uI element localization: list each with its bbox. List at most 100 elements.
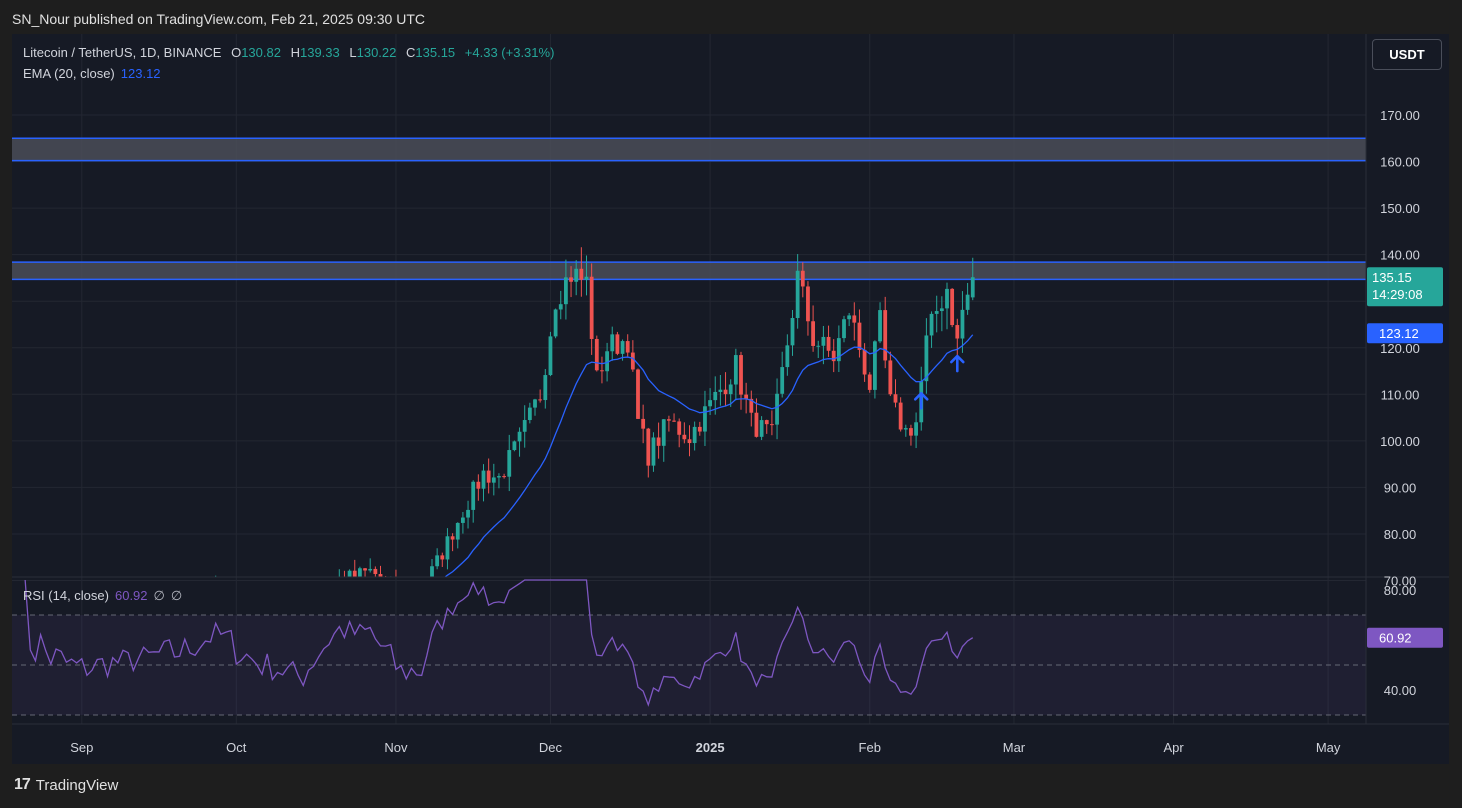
candle-body <box>620 341 625 354</box>
candle-body <box>286 603 290 607</box>
candle-body <box>898 402 903 430</box>
time-tick-label: Oct <box>226 740 247 755</box>
candle <box>945 282 949 330</box>
candle <box>491 463 496 496</box>
candle-body <box>240 599 244 601</box>
candle-body <box>116 612 120 615</box>
candle <box>415 580 419 600</box>
candle <box>821 325 826 365</box>
candle-body <box>178 606 182 607</box>
resistance-zone <box>12 138 1366 161</box>
rsi-value-tag <box>1367 627 1443 648</box>
candle <box>656 422 661 459</box>
candle <box>317 596 321 611</box>
candle-body <box>960 309 965 339</box>
candle <box>435 548 440 570</box>
ema-price-tag <box>1367 323 1443 344</box>
candle-body <box>491 477 496 483</box>
candle <box>512 440 517 452</box>
candle-body <box>507 450 512 477</box>
countdown-label: 14:29:08 <box>1372 287 1423 302</box>
last-price-tag <box>1367 267 1443 307</box>
rsi-tick-label: 80.00 <box>1384 583 1417 598</box>
candle-body <box>862 349 867 375</box>
candle <box>214 575 218 597</box>
candle <box>682 422 687 444</box>
up-arrow-icon <box>913 391 929 410</box>
candle-body <box>759 420 764 437</box>
chart-frame[interactable]: 70.0080.0090.00100.00110.00120.00130.001… <box>12 34 1449 764</box>
candle <box>378 565 383 577</box>
rsi-tick-label: 40.00 <box>1384 683 1417 698</box>
candle <box>229 581 233 594</box>
rsi-label: RSI (14, close) <box>23 588 109 603</box>
candle-body <box>831 350 836 362</box>
candle-body <box>770 424 774 426</box>
high-label: H <box>290 45 300 60</box>
candle-body <box>250 596 254 598</box>
candle-body <box>538 399 543 401</box>
candle-body <box>410 588 414 593</box>
ema-tag-label: 123.12 <box>1379 326 1419 341</box>
candle <box>800 262 805 298</box>
candle <box>924 318 929 394</box>
candle-body <box>965 294 970 310</box>
candle <box>245 586 249 608</box>
open-label: O <box>231 45 242 60</box>
candle <box>718 374 723 406</box>
candle-body <box>28 603 32 613</box>
price-tick-label: 70.00 <box>1384 574 1417 589</box>
candle-body <box>214 585 218 597</box>
candle-body <box>497 476 501 478</box>
price-chart[interactable]: 70.0080.0090.00100.00110.00120.00130.001… <box>12 34 1449 764</box>
time-tick-label: Mar <box>1003 740 1026 755</box>
candle-body <box>224 588 228 589</box>
candle-body <box>867 374 872 390</box>
candle-body <box>780 367 785 394</box>
candle-body <box>888 360 893 395</box>
candle <box>183 593 187 606</box>
candle <box>826 325 831 357</box>
candle-body <box>589 276 594 339</box>
candle <box>842 315 846 343</box>
currency-button[interactable]: USDT <box>1372 39 1442 70</box>
candle-body <box>594 338 599 371</box>
candle <box>909 424 913 446</box>
candle <box>692 421 697 451</box>
candle-body <box>873 341 877 390</box>
time-tick-label: Nov <box>384 740 408 755</box>
rsi-extra-2: ∅ <box>170 588 183 603</box>
candle-body <box>157 606 161 607</box>
candle <box>728 379 733 407</box>
candle-body <box>909 428 913 436</box>
candle <box>661 419 666 462</box>
candle-body <box>337 579 341 584</box>
up-arrow-icon <box>950 354 965 373</box>
candle-body <box>739 355 743 395</box>
last-price-label: 135.15 <box>1372 270 1412 285</box>
candle-body <box>358 568 362 577</box>
candle <box>939 296 944 332</box>
candle-body <box>471 481 476 510</box>
candle <box>286 600 290 615</box>
candle-body <box>435 555 440 567</box>
candle-body <box>816 345 821 347</box>
candle <box>255 592 259 610</box>
candle <box>790 310 795 356</box>
candle <box>893 379 898 408</box>
ema-value: 123.12 <box>120 66 161 81</box>
candle-body <box>610 334 615 352</box>
candle-body <box>929 313 934 336</box>
price-tick-label: 120.00 <box>1380 341 1420 356</box>
candle <box>677 418 682 448</box>
candle <box>404 579 408 605</box>
candle <box>564 259 568 320</box>
candle-body <box>584 276 589 280</box>
candle <box>960 291 965 353</box>
candle-body <box>569 277 573 282</box>
candle-body <box>749 398 754 413</box>
candle <box>914 412 918 449</box>
candle <box>584 255 589 296</box>
candle-body <box>945 288 949 309</box>
time-tick-label: Sep <box>70 740 93 755</box>
